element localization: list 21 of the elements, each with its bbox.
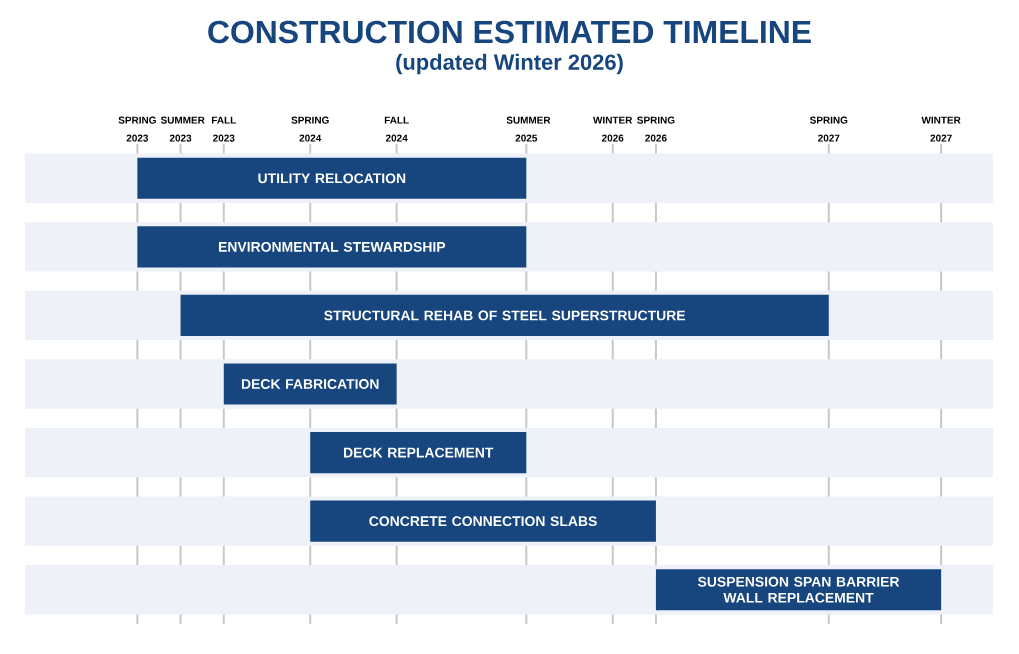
ref-line-label: FALL 2024 [384,116,409,142]
y-tick-label: STRUCTURAL REHAB OF STEEL SUPERSTRUCTURE [324,310,686,321]
chart-subtitle: (updated Winter 2026) [396,53,623,75]
chart-title: CONSTRUCTION ESTIMATED TIMELINE [208,20,811,44]
y-tick-label: SUSPENSION SPAN BARRIER WALL REPLACEMENT [697,576,900,603]
ref-line-label: SPRING 2024 [291,116,329,142]
ref-line-label: SPRING 2027 [809,116,848,142]
ref-line-label: SUMMER 2025 [506,116,551,142]
y-tick-label: UTILITY RELOCATION [258,173,406,184]
ref-line-label: WINTER 2027 [921,116,961,142]
bar [223,363,397,405]
y-tick-label: ENVIRONMENTAL STEWARDSHIP [218,241,446,252]
ref-line-label: WINTER 2026 [593,116,633,142]
ref-line-label: SPRING 2026 [637,116,675,142]
y-tick-label: DECK REPLACEMENT [344,447,494,458]
ref-line-label: FALL 2023 [211,116,236,142]
bar [310,432,527,474]
y-tick-label: DECK FABRICATION [241,379,379,389]
ref-line-label: SPRING 2023 [118,116,156,142]
y-tick-label: CONCRETE CONNECTION SLABS [369,516,597,527]
ref-line-label: SUMMER 2023 [160,116,205,142]
